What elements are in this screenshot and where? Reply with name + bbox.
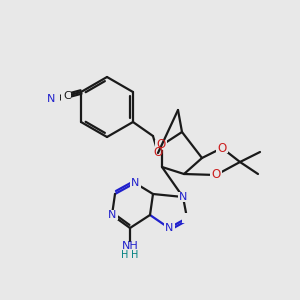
Text: N: N [165, 223, 173, 233]
Bar [123, 242, 137, 254]
Text: N: N [179, 192, 187, 202]
Bar [210, 170, 222, 180]
Text: N: N [108, 210, 116, 220]
Text: H: H [131, 250, 139, 260]
Text: H: H [121, 250, 129, 260]
Bar [155, 140, 167, 150]
Text: O: O [153, 146, 163, 160]
Text: C: C [63, 91, 71, 101]
Bar [164, 223, 175, 233]
Bar [182, 213, 192, 223]
Bar [130, 178, 140, 188]
Bar [106, 210, 118, 220]
Text: O: O [156, 139, 166, 152]
Bar [48, 94, 60, 104]
Text: NH: NH [122, 241, 138, 251]
Bar [178, 192, 188, 202]
Text: O: O [218, 142, 226, 154]
Bar [216, 143, 228, 153]
Text: O: O [212, 169, 220, 182]
Text: N: N [47, 94, 55, 104]
Bar [152, 148, 164, 158]
Text: N: N [131, 178, 139, 188]
Bar [61, 91, 71, 101]
